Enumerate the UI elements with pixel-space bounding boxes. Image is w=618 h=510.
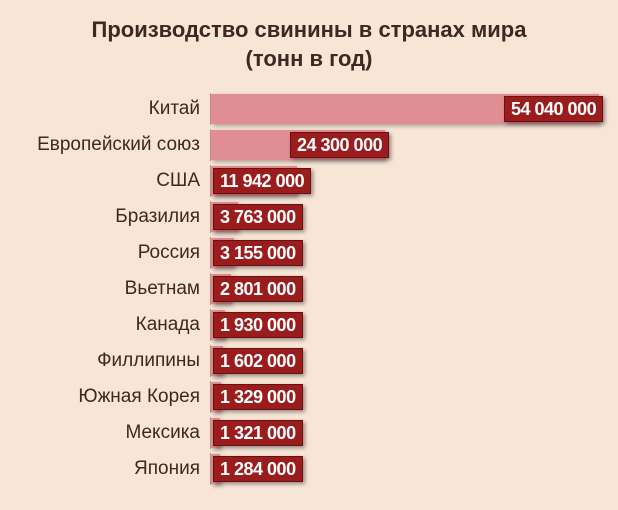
bar-row: Мексика1 321 000	[20, 415, 598, 451]
chart-title-line2: (тонн в год)	[246, 46, 373, 71]
bar-track: 3 155 000	[210, 237, 598, 269]
bar-value-label: 1 602 000	[213, 348, 303, 374]
bar-track: 24 300 000	[210, 129, 598, 161]
bar-value-label: 11 942 000	[213, 168, 311, 194]
bar-label: Вьетнам	[20, 278, 210, 300]
bar-label: Европейский союз	[20, 134, 210, 156]
bar-label: Китай	[20, 98, 210, 120]
bar-track: 1 602 000	[210, 345, 598, 377]
bar-track: 1 329 000	[210, 381, 598, 413]
bar-row: США11 942 000	[20, 163, 598, 199]
bar-row: Европейский союз 24 300 000	[20, 127, 598, 163]
bar-track: 1 930 000	[210, 309, 598, 341]
bar-row: Южная Корея1 329 000	[20, 379, 598, 415]
bar-track: 1 321 000	[210, 417, 598, 449]
bar-label: Южная Корея	[20, 386, 210, 408]
bar-label: Канада	[20, 314, 210, 336]
bar-value-label: 1 321 000	[213, 420, 303, 446]
bar-row: Япония1 284 000	[20, 451, 598, 487]
bar-label: Россия	[20, 242, 210, 264]
bar-row: Вьетнам2 801 000	[20, 271, 598, 307]
bar-track: 3 763 000	[210, 201, 598, 233]
bar-label: Мексика	[20, 422, 210, 444]
bar-track: 1 284 000	[210, 453, 598, 485]
bar-track: 54 040 000	[210, 93, 598, 125]
bar-label: США	[20, 170, 210, 192]
bar-value-label: 1 284 000	[213, 456, 303, 482]
chart-title-line1: Производство свинины в странах мира	[92, 17, 527, 42]
bar-label: Япония	[20, 458, 210, 480]
bar-value-label: 3 763 000	[213, 204, 303, 230]
bar-track: 2 801 000	[210, 273, 598, 305]
bar-label: Бразилия	[20, 206, 210, 228]
bar-label: Филлипины	[20, 350, 210, 372]
bar-row: Бразилия3 763 000	[20, 199, 598, 235]
bar-value-label: 3 155 000	[213, 240, 303, 266]
bar-value-label: 2 801 000	[213, 276, 303, 302]
bar-value-label: 54 040 000	[504, 96, 603, 122]
chart-container: Производство свинины в странах мира (тон…	[0, 0, 618, 507]
bar-row: Филлипины1 602 000	[20, 343, 598, 379]
bar-row: Россия3 155 000	[20, 235, 598, 271]
bar-value-label: 1 930 000	[213, 312, 303, 338]
bar-value-label: 1 329 000	[213, 384, 303, 410]
chart-area: Китай54 040 000Европейский союз24 300 00…	[20, 91, 598, 487]
chart-title: Производство свинины в странах мира (тон…	[20, 16, 598, 73]
bar-track: 11 942 000	[210, 165, 598, 197]
bar-row: Китай54 040 000	[20, 91, 598, 127]
bar-row: Канада1 930 000	[20, 307, 598, 343]
bar-value-label: 24 300 000	[290, 132, 389, 158]
